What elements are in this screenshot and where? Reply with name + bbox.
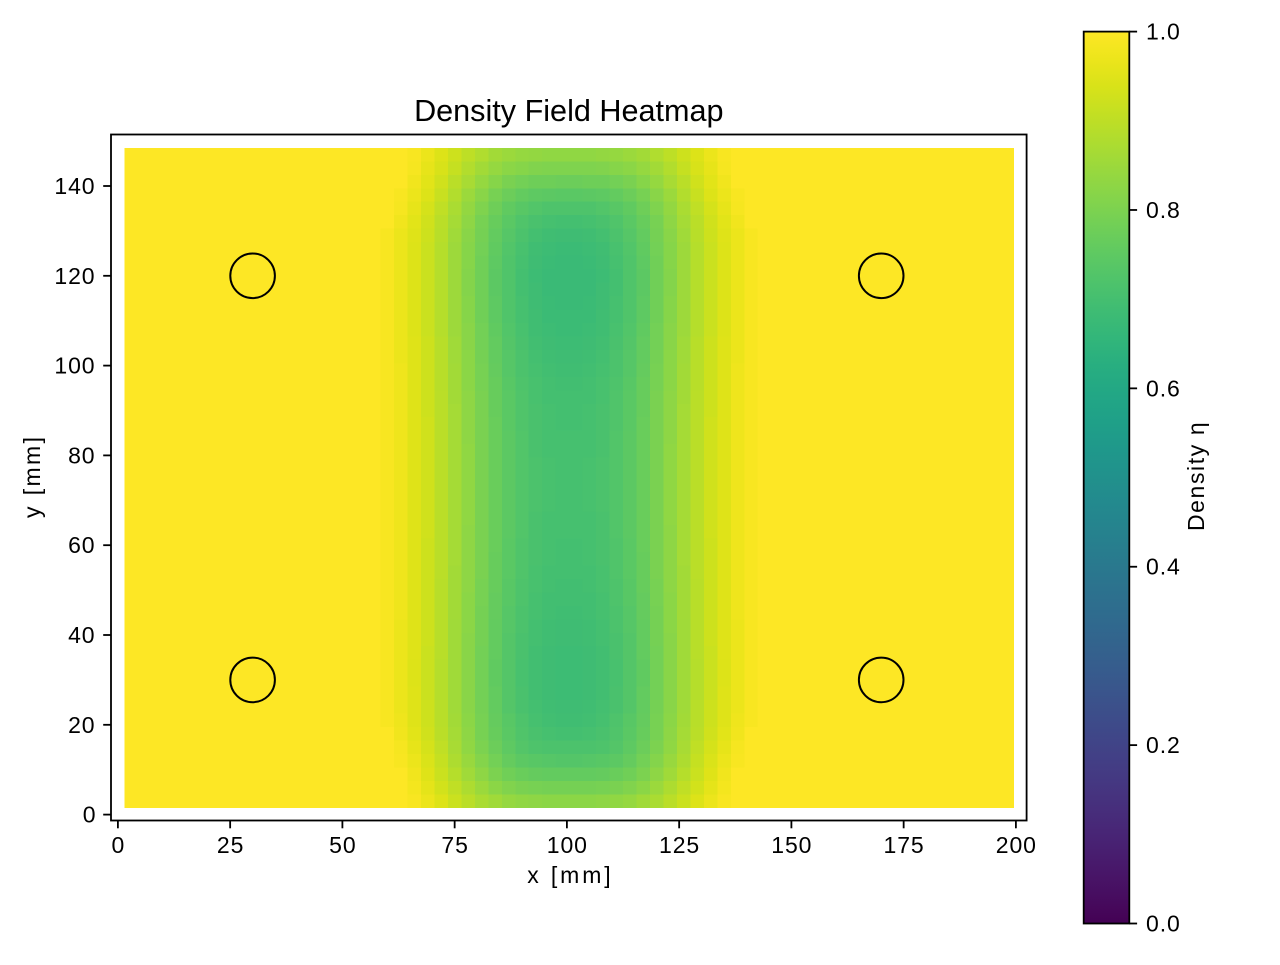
- svg-text:Density Field Heatmap: Density Field Heatmap: [414, 94, 723, 128]
- svg-text:200: 200: [996, 832, 1037, 858]
- svg-text:125: 125: [659, 832, 700, 858]
- svg-text:1.0: 1.0: [1146, 19, 1181, 45]
- svg-text:0.0: 0.0: [1146, 911, 1181, 937]
- svg-text:0.8: 0.8: [1146, 197, 1181, 223]
- svg-text:40: 40: [68, 622, 95, 648]
- svg-text:20: 20: [68, 712, 95, 738]
- svg-text:75: 75: [441, 832, 468, 858]
- svg-text:0: 0: [83, 802, 96, 828]
- svg-text:0.4: 0.4: [1146, 554, 1181, 580]
- svg-text:80: 80: [68, 442, 95, 468]
- svg-text:60: 60: [68, 532, 95, 558]
- svg-text:Density η: Density η: [1183, 421, 1209, 531]
- svg-text:0.2: 0.2: [1146, 732, 1181, 758]
- svg-text:150: 150: [771, 832, 812, 858]
- svg-text:50: 50: [329, 832, 356, 858]
- svg-text:175: 175: [884, 832, 925, 858]
- svg-text:100: 100: [54, 353, 95, 379]
- svg-text:25: 25: [217, 832, 244, 858]
- svg-text:120: 120: [54, 263, 95, 289]
- svg-text:140: 140: [54, 173, 95, 199]
- svg-text:0: 0: [112, 832, 125, 858]
- svg-text:100: 100: [547, 832, 588, 858]
- svg-text:0.6: 0.6: [1146, 375, 1181, 401]
- svg-text:y [mm]: y [mm]: [19, 435, 45, 518]
- svg-text:x [mm]: x [mm]: [527, 862, 613, 888]
